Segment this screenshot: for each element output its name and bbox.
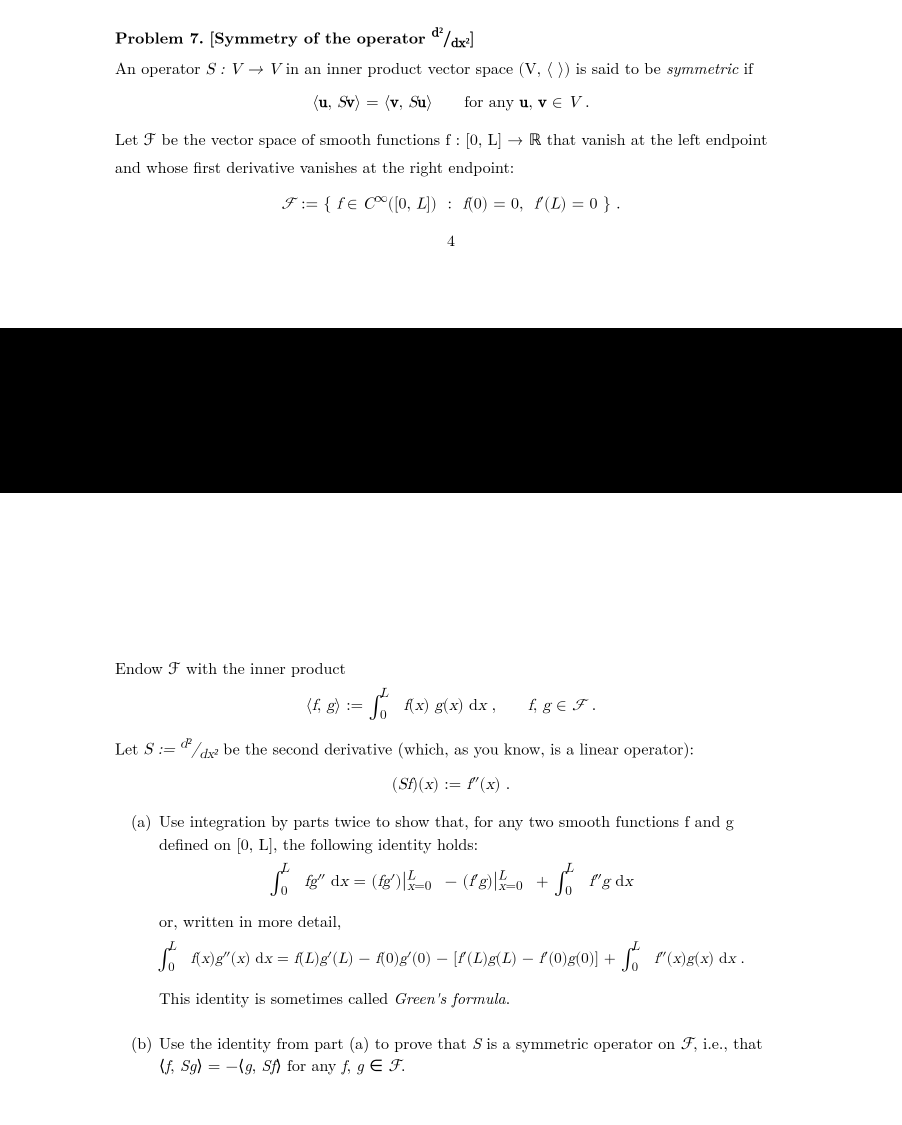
intro-symmetric: symmetric (666, 56, 738, 79)
Sf-equation: (Sf)(x) := f″(x) . (115, 774, 787, 796)
part-a-text1: Use integration by parts twice to show t… (159, 810, 787, 832)
gap-3 (115, 1016, 787, 1022)
page: Problem 7. [Symmetry of the operator d²⁄… (0, 0, 902, 1125)
part-b-text2: ⟨f, Sg⟩ = −⟨g, Sf⟩ for any f, g ∈ ℱ. (159, 1054, 787, 1076)
problem-heading: Problem 7. [Symmetry of the operator d²⁄… (115, 24, 787, 53)
page-number: 4 (115, 229, 787, 251)
gap-2 (115, 517, 787, 657)
part-b-text1: Use the identity from part (a) to prove … (159, 1032, 787, 1054)
greens-post: . (506, 986, 510, 1009)
part-a-or-line: or, written in more detail, (159, 910, 787, 932)
part-a: (a) Use integration by parts twice to sh… (131, 810, 787, 855)
part-b: (b) Use the identity from part (a) to pr… (131, 1032, 787, 1077)
inner-product-equation: ⟨f, g⟩ := ∫0L f(x) g(x) dx , f, g ∈ ℱ . (115, 689, 787, 720)
intro-line-2b: and whose first derivative vanishes at t… (115, 156, 787, 178)
endow-line: Endow ℱ with the inner product (115, 657, 787, 679)
intro-line-2a: Let ℱ be the vector space of smooth func… (115, 128, 787, 150)
intro-pre: An operator (115, 56, 206, 79)
intro-mid: in an inner product vector space (280, 56, 518, 79)
problem-title-prefix: [Symmetry of the operator (209, 25, 432, 48)
part-a-eq-compact: ∫0L fg″ dx = (fg′)|Lx=0 − (f′g)|Lx=0 + ∫… (115, 865, 787, 896)
part-a-eq-detail: ∫0L f(x)g″(x) dx = f(L)g′(L) − f(0)g′(0)… (115, 943, 787, 974)
intro-end: if (738, 56, 753, 79)
problem-title-operator: d²⁄dx² (432, 31, 470, 47)
content-upper: Problem 7. [Symmetry of the operator d²⁄… (0, 0, 902, 328)
part-a-body: Use integration by parts twice to show t… (159, 810, 787, 855)
greens-name: Green's formula (394, 986, 506, 1009)
part-b-label: (b) (131, 1032, 159, 1077)
symmetry-equation: ⟨u, Sv⟩ = ⟨v, Su⟩ for any u, v ∈ V . (115, 92, 787, 114)
content-lower: Endow ℱ with the inner product ⟨f, g⟩ :=… (0, 493, 902, 1125)
problem-label: Problem 7. (115, 25, 204, 48)
letS-post: be the second derivative (which, as you … (218, 736, 694, 759)
part-b-body: Use the identity from part (a) to prove … (159, 1032, 787, 1077)
black-separator-bar (0, 328, 902, 493)
letS-S: S := d²⁄dx² (144, 742, 218, 758)
intro-line-1: An operator S : V → V in an inner produc… (115, 57, 787, 81)
intro-post: is said to be (570, 56, 666, 79)
let-S-line: Let S := d²⁄dx² be the second derivative… (115, 735, 787, 764)
intro-space: (V, ⟨ ⟩) (518, 62, 570, 78)
letS-pre: Let (115, 736, 144, 759)
part-a-text2: defined on [0, L], the following identit… (159, 833, 787, 855)
gap-1 (115, 258, 787, 288)
problem-title-suffix: ] (470, 25, 475, 48)
F-definition: ℱ := { f ∈ C∞([0, L]) : f(0) = 0, f′(L) … (115, 189, 787, 216)
intro-S: S : V → V (206, 62, 281, 78)
greens-pre: This identity is sometimes called (159, 986, 394, 1009)
part-a-label: (a) (131, 810, 159, 855)
part-a-greens: This identity is sometimes called Green'… (159, 987, 787, 1009)
